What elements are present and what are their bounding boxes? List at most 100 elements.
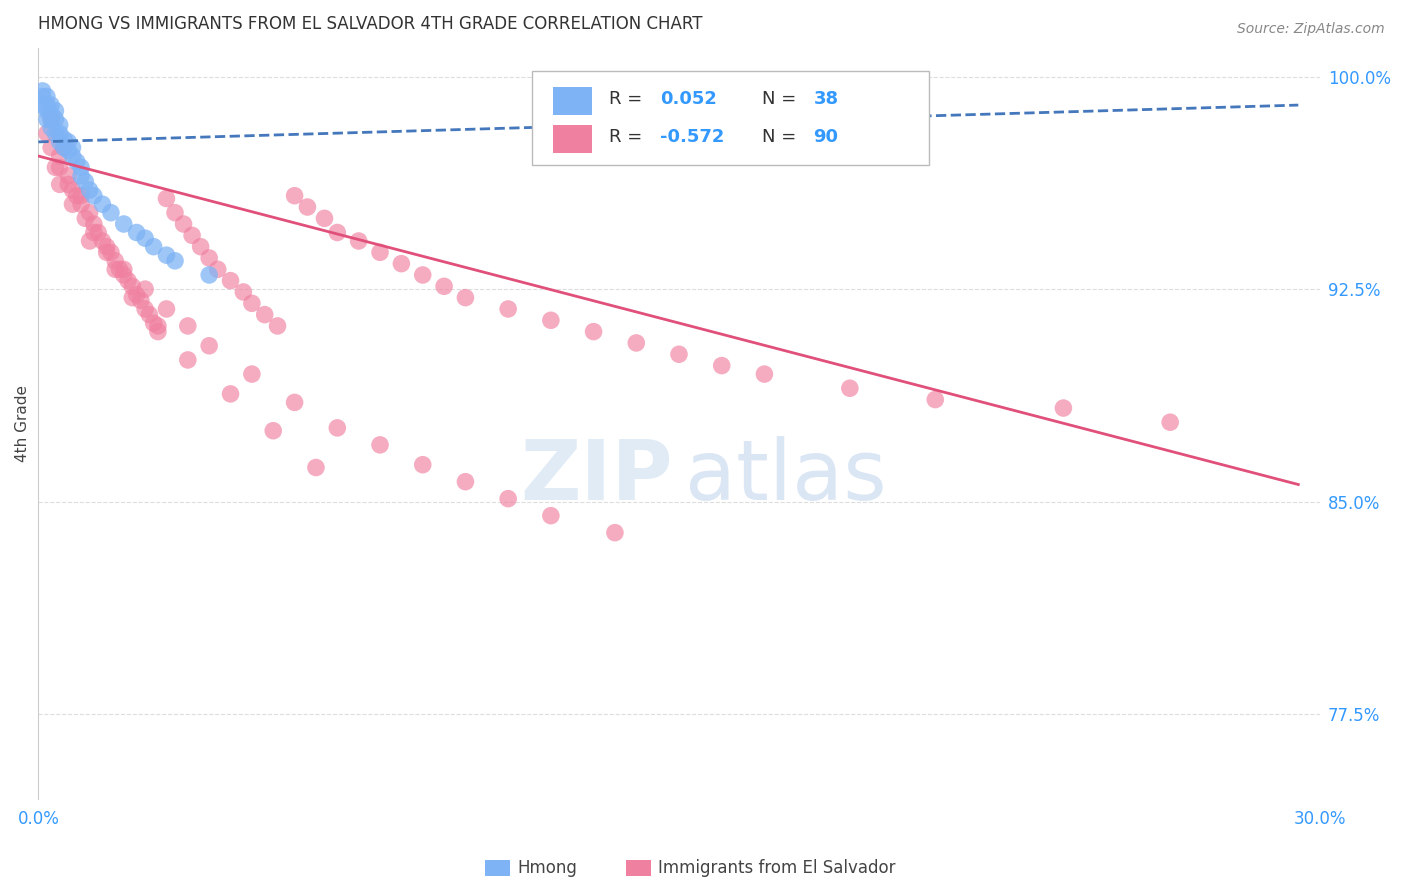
Text: N =: N =	[762, 128, 797, 145]
Point	[146, 318, 169, 333]
Point	[35, 103, 58, 118]
Point	[177, 318, 200, 333]
Point	[232, 285, 254, 299]
Point	[626, 335, 648, 350]
Point	[96, 240, 118, 254]
Point	[146, 325, 169, 339]
Point	[284, 188, 307, 202]
Point	[62, 197, 84, 211]
Point	[58, 135, 80, 149]
Point	[96, 245, 118, 260]
Point	[266, 318, 288, 333]
Point	[44, 161, 66, 175]
Point	[44, 127, 66, 141]
Text: R =: R =	[609, 128, 641, 145]
Point	[39, 106, 62, 120]
Point	[412, 268, 434, 282]
Point	[112, 262, 135, 277]
Point	[496, 491, 519, 506]
Point	[58, 178, 80, 192]
Point	[125, 287, 148, 301]
Point	[603, 525, 626, 540]
Point	[838, 381, 860, 395]
Text: -0.572: -0.572	[659, 128, 724, 145]
Point	[121, 291, 143, 305]
Point	[173, 217, 195, 231]
Y-axis label: 4th Grade: 4th Grade	[15, 385, 30, 462]
Point	[87, 226, 110, 240]
Point	[668, 347, 690, 361]
Point	[207, 262, 229, 277]
Point	[62, 183, 84, 197]
Point	[75, 175, 97, 189]
Text: 90: 90	[814, 128, 838, 145]
Point	[66, 154, 89, 169]
Text: R =: R =	[609, 90, 641, 108]
Point	[163, 253, 186, 268]
Point	[35, 127, 58, 141]
Point	[163, 205, 186, 219]
Point	[496, 301, 519, 316]
Point	[540, 313, 562, 327]
Point	[454, 291, 477, 305]
Point	[454, 475, 477, 489]
Point	[368, 245, 391, 260]
Point	[138, 308, 160, 322]
Point	[582, 325, 605, 339]
Point	[70, 169, 93, 183]
Point	[240, 296, 263, 310]
Point	[35, 89, 58, 103]
Text: atlas: atlas	[685, 435, 887, 516]
Point	[44, 112, 66, 127]
Point	[62, 149, 84, 163]
Point	[104, 253, 127, 268]
Point	[70, 197, 93, 211]
Point	[79, 234, 101, 248]
Point	[31, 89, 53, 103]
Point	[177, 353, 200, 368]
Point	[219, 274, 242, 288]
Point	[368, 438, 391, 452]
Point	[112, 217, 135, 231]
Text: 0.052: 0.052	[659, 90, 717, 108]
Point	[35, 98, 58, 112]
Point	[181, 228, 204, 243]
Point	[70, 161, 93, 175]
Text: N =: N =	[762, 90, 797, 108]
Point	[125, 226, 148, 240]
FancyBboxPatch shape	[531, 71, 929, 165]
Point	[104, 262, 127, 277]
Point	[412, 458, 434, 472]
Point	[155, 192, 177, 206]
Point	[66, 188, 89, 202]
Point	[48, 178, 70, 192]
Point	[100, 245, 122, 260]
Point	[39, 112, 62, 127]
Point	[219, 387, 242, 401]
Point	[62, 140, 84, 154]
Point	[108, 262, 131, 277]
Point	[91, 234, 114, 248]
Point	[39, 98, 62, 112]
Text: Hmong: Hmong	[517, 859, 578, 877]
Point	[326, 226, 349, 240]
Point	[326, 421, 349, 435]
Point	[48, 118, 70, 132]
Text: HMONG VS IMMIGRANTS FROM EL SALVADOR 4TH GRADE CORRELATION CHART: HMONG VS IMMIGRANTS FROM EL SALVADOR 4TH…	[38, 15, 703, 33]
Point	[117, 274, 139, 288]
Point	[100, 205, 122, 219]
Point	[433, 279, 456, 293]
Point	[44, 103, 66, 118]
Point	[297, 200, 319, 214]
Point	[79, 183, 101, 197]
Point	[710, 359, 733, 373]
Point	[198, 339, 221, 353]
Point	[48, 149, 70, 163]
Point	[142, 240, 165, 254]
Point	[284, 395, 307, 409]
Text: Source: ZipAtlas.com: Source: ZipAtlas.com	[1237, 22, 1385, 37]
Point	[70, 188, 93, 202]
Point	[155, 301, 177, 316]
Point	[305, 460, 328, 475]
Point	[240, 367, 263, 381]
